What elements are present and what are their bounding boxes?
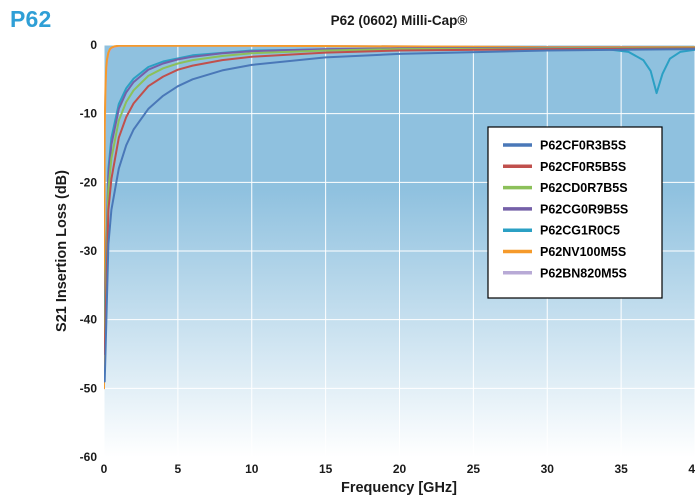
y-tick-labels: 0 -10 -20 -30 -40 -50 -60 bbox=[80, 38, 98, 464]
legend-label: P62CF0R5B5S bbox=[540, 160, 626, 174]
y-tick-label: -10 bbox=[80, 107, 98, 121]
series-line-p62cg0r9b5s bbox=[104, 46, 695, 321]
legend-label: P62BN820M5S bbox=[540, 266, 627, 280]
legend-box bbox=[487, 126, 663, 299]
product-tag: P62 bbox=[10, 6, 52, 32]
series-line-p62nv100m5s bbox=[104, 45, 695, 390]
x-tick-label: 30 bbox=[541, 462, 555, 476]
legend-label: P62CG1R0C5 bbox=[540, 224, 620, 238]
series-line-p62cf0r3b5s bbox=[104, 48, 695, 383]
legend-label: P62CD0R7B5S bbox=[540, 181, 628, 195]
y-tick-label: -20 bbox=[80, 175, 98, 189]
legend: P62CF0R3B5S P62CF0R5B5S P62CD0R7B5S P62CG0R… bbox=[487, 126, 663, 299]
x-tick-label: 40 bbox=[688, 462, 695, 476]
y-tick-label: -30 bbox=[80, 244, 98, 258]
y-tick-label: -40 bbox=[80, 313, 98, 327]
chart-title: P62 (0602) Milli-Cap® bbox=[331, 13, 468, 28]
x-tick-labels: 0 5 10 15 20 25 30 35 40 bbox=[101, 462, 695, 476]
series-line-p62cf0r5b5s bbox=[104, 47, 695, 355]
series-line-p62cd0r7b5s bbox=[104, 46, 695, 335]
y-tick-label: 0 bbox=[90, 38, 97, 52]
x-tick-label: 35 bbox=[614, 462, 628, 476]
x-tick-label: 5 bbox=[175, 462, 182, 476]
x-tick-label: 15 bbox=[319, 462, 333, 476]
x-tick-label: 0 bbox=[101, 462, 108, 476]
series-lines bbox=[104, 45, 695, 390]
x-tick-label: 10 bbox=[245, 462, 259, 476]
x-tick-label: 25 bbox=[467, 462, 481, 476]
y-tick-label: -50 bbox=[80, 381, 98, 395]
y-axis-label: S21 Insertion Loss (dB) bbox=[54, 170, 70, 332]
legend-label: P62CG0R9B5S bbox=[540, 202, 628, 216]
x-tick-label: 20 bbox=[393, 462, 407, 476]
y-tick-label: -60 bbox=[80, 450, 98, 464]
x-axis-label: Frequency [GHz] bbox=[341, 480, 457, 496]
legend-label: P62CF0R3B5S bbox=[540, 139, 626, 153]
legend-label: P62NV100M5S bbox=[540, 245, 626, 259]
